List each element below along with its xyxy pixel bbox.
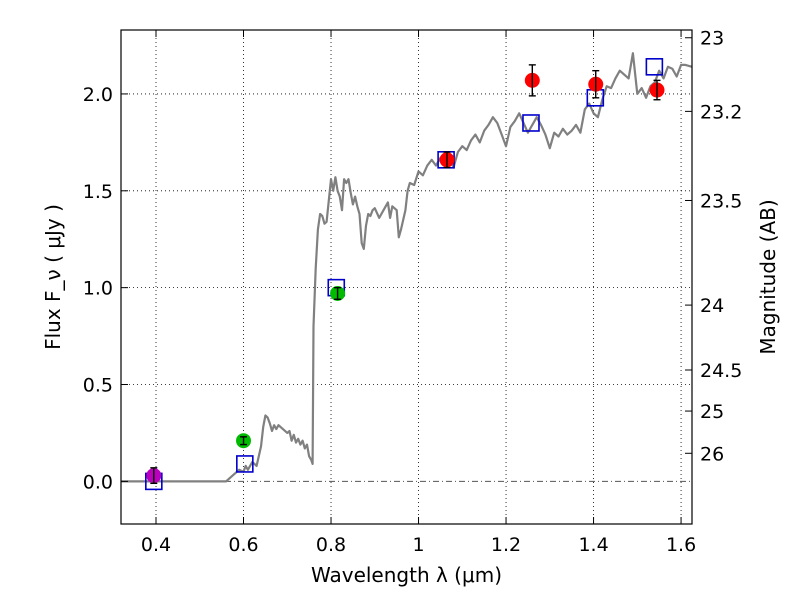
x-tick-label: 1.4 xyxy=(578,534,608,556)
x-axis-label: Wavelength λ (μm) xyxy=(311,563,502,587)
x-tick-label: 0.6 xyxy=(228,534,258,556)
right-tick-label: 23 xyxy=(700,28,724,50)
right-tick-label: 25 xyxy=(700,401,724,423)
spectrum-line xyxy=(121,52,693,483)
y-axis-ticks: 0.0 0.5 1.0 1.5 2.0 xyxy=(83,84,128,493)
model-point-square xyxy=(645,58,664,76)
right-tick-label: 24.5 xyxy=(700,360,742,382)
right-tick-label: 23.2 xyxy=(700,101,742,123)
right-tick-label: 23.5 xyxy=(700,190,742,212)
model-point-square xyxy=(522,114,540,132)
y-tick-label: 1.5 xyxy=(83,181,113,203)
y-tick-label: 0.5 xyxy=(83,375,113,397)
y-tick-label: 0.0 xyxy=(83,471,113,493)
right-axis-label: Magnitude (AB) xyxy=(756,199,780,354)
y-tick-label: 2.0 xyxy=(83,84,113,106)
right-tick-label: 26 xyxy=(700,443,724,465)
y-tick-label: 1.0 xyxy=(83,278,113,300)
x-tick-label: 1 xyxy=(412,534,424,556)
x-tick-label: 1.6 xyxy=(666,534,696,556)
x-tick-label: 1.2 xyxy=(491,534,521,556)
x-axis-ticks: 0.4 0.6 0.8 1 1.2 1.4 1.6 xyxy=(141,30,696,556)
x-tick-label: 0.4 xyxy=(141,534,171,556)
plot-frame xyxy=(120,29,693,525)
spectrum-group xyxy=(121,52,693,483)
y-axis-label: Flux F_ν ( μJy ) xyxy=(41,204,65,350)
right-tick-label: 24 xyxy=(700,295,724,317)
model-point-square xyxy=(236,455,254,473)
right-axis-ticks: 23 23.2 23.5 24 24.5 25 26 xyxy=(685,28,742,465)
x-tick-label: 0.8 xyxy=(316,534,346,556)
marker-group xyxy=(145,58,665,491)
grid-lines xyxy=(121,30,692,524)
